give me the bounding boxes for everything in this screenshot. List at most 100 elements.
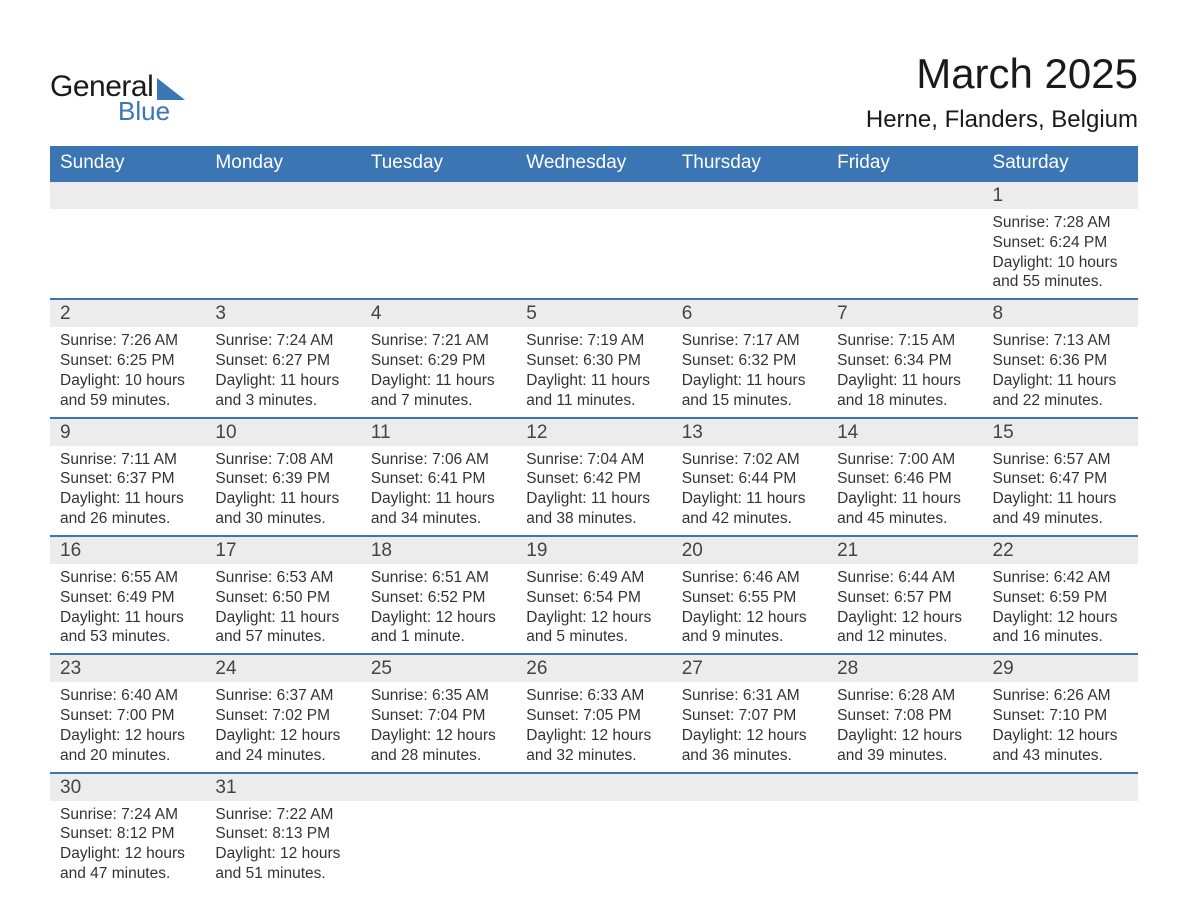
day-daylight: Daylight: 12 hours and 12 minutes.: [837, 608, 972, 648]
day-number: 29: [983, 655, 1138, 682]
day-number: 13: [672, 419, 827, 446]
day-number: 3: [205, 300, 360, 327]
day-details: Sunrise: 6:46 AMSunset: 6:55 PMDaylight:…: [672, 564, 827, 653]
day-number: 26: [516, 655, 671, 682]
day-daylight: Daylight: 11 hours and 42 minutes.: [682, 489, 817, 529]
day-details: Sunrise: 7:28 AMSunset: 6:24 PMDaylight:…: [983, 209, 1138, 298]
calendar-cell: 10Sunrise: 7:08 AMSunset: 6:39 PMDayligh…: [205, 418, 360, 536]
day-daylight: Daylight: 12 hours and 1 minute.: [371, 608, 506, 648]
calendar-cell: [516, 773, 671, 890]
day-sunset: Sunset: 6:27 PM: [215, 351, 350, 371]
day-details: Sunrise: 7:21 AMSunset: 6:29 PMDaylight:…: [361, 327, 516, 416]
day-number: [827, 774, 982, 801]
page-title: March 2025: [866, 50, 1138, 98]
calendar-cell: 31Sunrise: 7:22 AMSunset: 8:13 PMDayligh…: [205, 773, 360, 890]
day-sunrise: Sunrise: 6:35 AM: [371, 686, 506, 706]
day-number: 15: [983, 419, 1138, 446]
day-sunset: Sunset: 6:39 PM: [215, 469, 350, 489]
day-sunset: Sunset: 6:46 PM: [837, 469, 972, 489]
calendar-cell: 16Sunrise: 6:55 AMSunset: 6:49 PMDayligh…: [50, 536, 205, 654]
day-details: Sunrise: 6:40 AMSunset: 7:00 PMDaylight:…: [50, 682, 205, 771]
day-details: Sunrise: 7:24 AMSunset: 8:12 PMDaylight:…: [50, 801, 205, 890]
day-sunset: Sunset: 6:34 PM: [837, 351, 972, 371]
day-number: 6: [672, 300, 827, 327]
day-details: Sunrise: 7:19 AMSunset: 6:30 PMDaylight:…: [516, 327, 671, 416]
day-number: 5: [516, 300, 671, 327]
day-number: [827, 182, 982, 209]
calendar-cell: [827, 773, 982, 890]
calendar-cell: 17Sunrise: 6:53 AMSunset: 6:50 PMDayligh…: [205, 536, 360, 654]
day-sunset: Sunset: 7:00 PM: [60, 706, 195, 726]
day-sunset: Sunset: 6:32 PM: [682, 351, 817, 371]
day-header: Saturday: [983, 146, 1138, 181]
day-number: [361, 182, 516, 209]
day-sunrise: Sunrise: 7:17 AM: [682, 331, 817, 351]
day-header: Monday: [205, 146, 360, 181]
day-sunrise: Sunrise: 6:49 AM: [526, 568, 661, 588]
day-daylight: Daylight: 12 hours and 16 minutes.: [993, 608, 1128, 648]
day-number: 20: [672, 537, 827, 564]
day-number: 28: [827, 655, 982, 682]
day-header: Tuesday: [361, 146, 516, 181]
calendar-week-row: 2Sunrise: 7:26 AMSunset: 6:25 PMDaylight…: [50, 299, 1138, 417]
day-details: Sunrise: 7:13 AMSunset: 6:36 PMDaylight:…: [983, 327, 1138, 416]
day-sunset: Sunset: 6:41 PM: [371, 469, 506, 489]
day-sunrise: Sunrise: 7:00 AM: [837, 450, 972, 470]
day-daylight: Daylight: 11 hours and 34 minutes.: [371, 489, 506, 529]
title-block: March 2025 Herne, Flanders, Belgium: [866, 50, 1138, 134]
calendar-cell: 20Sunrise: 6:46 AMSunset: 6:55 PMDayligh…: [672, 536, 827, 654]
day-daylight: Daylight: 11 hours and 3 minutes.: [215, 371, 350, 411]
calendar-week-row: 1Sunrise: 7:28 AMSunset: 6:24 PMDaylight…: [50, 181, 1138, 299]
day-sunset: Sunset: 6:25 PM: [60, 351, 195, 371]
day-sunrise: Sunrise: 6:57 AM: [993, 450, 1128, 470]
day-sunrise: Sunrise: 7:08 AM: [215, 450, 350, 470]
day-number: [672, 774, 827, 801]
day-sunrise: Sunrise: 6:46 AM: [682, 568, 817, 588]
calendar-cell: 4Sunrise: 7:21 AMSunset: 6:29 PMDaylight…: [361, 299, 516, 417]
day-details: Sunrise: 7:11 AMSunset: 6:37 PMDaylight:…: [50, 446, 205, 535]
day-details: Sunrise: 6:33 AMSunset: 7:05 PMDaylight:…: [516, 682, 671, 771]
day-daylight: Daylight: 11 hours and 38 minutes.: [526, 489, 661, 529]
day-sunset: Sunset: 6:47 PM: [993, 469, 1128, 489]
day-number: 7: [827, 300, 982, 327]
day-number: [50, 182, 205, 209]
day-sunrise: Sunrise: 7:24 AM: [60, 805, 195, 825]
day-sunrise: Sunrise: 6:28 AM: [837, 686, 972, 706]
day-sunset: Sunset: 7:05 PM: [526, 706, 661, 726]
day-number: 8: [983, 300, 1138, 327]
day-daylight: Daylight: 12 hours and 24 minutes.: [215, 726, 350, 766]
calendar-cell: 29Sunrise: 6:26 AMSunset: 7:10 PMDayligh…: [983, 654, 1138, 772]
calendar-cell: 27Sunrise: 6:31 AMSunset: 7:07 PMDayligh…: [672, 654, 827, 772]
calendar-cell: 23Sunrise: 6:40 AMSunset: 7:00 PMDayligh…: [50, 654, 205, 772]
day-daylight: Daylight: 11 hours and 7 minutes.: [371, 371, 506, 411]
day-sunset: Sunset: 6:24 PM: [993, 233, 1128, 253]
day-daylight: Daylight: 12 hours and 43 minutes.: [993, 726, 1128, 766]
day-number: 25: [361, 655, 516, 682]
day-sunset: Sunset: 7:04 PM: [371, 706, 506, 726]
day-sunset: Sunset: 7:07 PM: [682, 706, 817, 726]
day-daylight: Daylight: 11 hours and 30 minutes.: [215, 489, 350, 529]
day-sunrise: Sunrise: 7:21 AM: [371, 331, 506, 351]
day-header: Wednesday: [516, 146, 671, 181]
calendar-cell: 25Sunrise: 6:35 AMSunset: 7:04 PMDayligh…: [361, 654, 516, 772]
day-details: Sunrise: 6:57 AMSunset: 6:47 PMDaylight:…: [983, 446, 1138, 535]
day-number: [672, 182, 827, 209]
calendar-cell: 6Sunrise: 7:17 AMSunset: 6:32 PMDaylight…: [672, 299, 827, 417]
day-sunset: Sunset: 7:10 PM: [993, 706, 1128, 726]
day-daylight: Daylight: 11 hours and 26 minutes.: [60, 489, 195, 529]
day-details: Sunrise: 6:55 AMSunset: 6:49 PMDaylight:…: [50, 564, 205, 653]
calendar-week-row: 9Sunrise: 7:11 AMSunset: 6:37 PMDaylight…: [50, 418, 1138, 536]
calendar-cell: 18Sunrise: 6:51 AMSunset: 6:52 PMDayligh…: [361, 536, 516, 654]
day-sunrise: Sunrise: 7:24 AM: [215, 331, 350, 351]
day-sunrise: Sunrise: 7:11 AM: [60, 450, 195, 470]
calendar-cell: [827, 181, 982, 299]
day-sunset: Sunset: 6:29 PM: [371, 351, 506, 371]
calendar-cell: [672, 181, 827, 299]
day-sunrise: Sunrise: 7:26 AM: [60, 331, 195, 351]
day-sunset: Sunset: 6:50 PM: [215, 588, 350, 608]
day-daylight: Daylight: 12 hours and 36 minutes.: [682, 726, 817, 766]
day-details: Sunrise: 6:31 AMSunset: 7:07 PMDaylight:…: [672, 682, 827, 771]
calendar-cell: 12Sunrise: 7:04 AMSunset: 6:42 PMDayligh…: [516, 418, 671, 536]
calendar-cell: [672, 773, 827, 890]
calendar-cell: 30Sunrise: 7:24 AMSunset: 8:12 PMDayligh…: [50, 773, 205, 890]
